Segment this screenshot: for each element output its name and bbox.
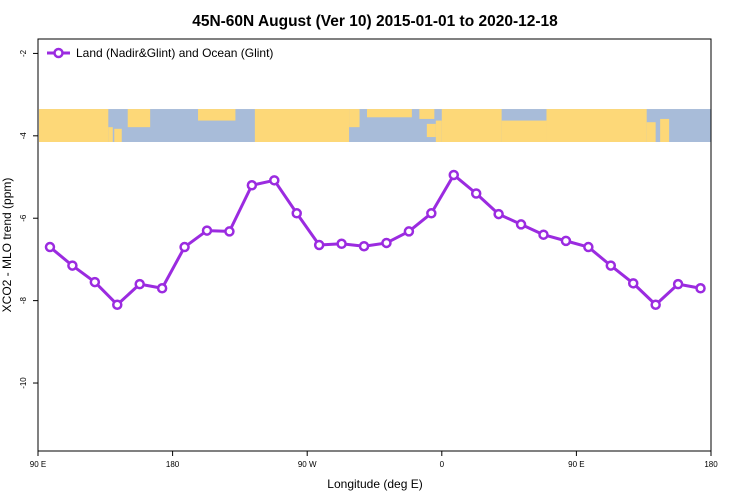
chart-title: 45N-60N August (Ver 10) 2015-01-01 to 20… (192, 13, 558, 30)
legend-label: Land (Nadir&Glint) and Ocean (Glint) (76, 46, 273, 60)
data-point (224, 226, 235, 237)
y-tick-label: -6 (19, 214, 28, 222)
data-point (627, 278, 639, 289)
world-map-band (39, 109, 711, 142)
land-mass (198, 109, 236, 121)
data-point (650, 299, 661, 310)
data-point (246, 180, 258, 191)
x-axis-label: Longitude (deg E) (327, 477, 422, 491)
land-mass (435, 120, 442, 142)
x-tick-label: 180 (166, 460, 180, 469)
x-axis: 90 E 180 90 W 0 90 E 180 (30, 451, 718, 469)
data-point (381, 237, 392, 249)
land-mass (349, 109, 360, 128)
data-point (426, 208, 437, 219)
land-mass (127, 109, 151, 128)
map-land (39, 109, 670, 142)
x-tick-label: 0 (440, 460, 445, 469)
y-tick-label: -4 (19, 132, 28, 140)
data-point (538, 229, 549, 240)
data-point (672, 278, 684, 290)
data-point (313, 239, 325, 251)
series-layer (44, 169, 706, 310)
land-mass (39, 109, 109, 142)
x-tick-label: 90 E (30, 460, 46, 469)
data-point (269, 175, 280, 186)
x-tick-label: 90 W (298, 460, 317, 469)
land-mass (646, 122, 656, 142)
data-point (515, 219, 527, 230)
legend-marker (53, 47, 64, 59)
data-point (358, 240, 370, 252)
y-tick-label: -10 (19, 377, 28, 389)
data-point (448, 169, 460, 181)
data-point (470, 188, 482, 199)
data-point (156, 283, 168, 294)
data-point (179, 241, 190, 253)
data-point (44, 241, 56, 253)
data-point (403, 226, 415, 237)
land-mass (426, 123, 436, 138)
plot-frame (37, 38, 712, 452)
land-mass (660, 118, 670, 142)
land-mass (501, 120, 547, 142)
land-mass (367, 109, 412, 118)
data-point (134, 278, 145, 290)
data-point (112, 299, 123, 310)
y-tick-label: -2 (19, 49, 28, 57)
data-point (605, 260, 617, 271)
land-mass (546, 109, 647, 142)
y-axis-label: XCO2 - MLO trend (ppm) (0, 178, 14, 313)
series-line (49, 173, 701, 307)
x-tick-label: 180 (704, 460, 718, 469)
data-point (695, 283, 706, 294)
data-point (493, 208, 504, 220)
land-mass (254, 109, 350, 142)
data-point (583, 241, 594, 253)
land-mass (108, 127, 113, 142)
data-point (201, 225, 213, 236)
land-mass (419, 109, 435, 119)
y-tick-label: -8 (19, 297, 28, 305)
legend: Land (Nadir&Glint) and Ocean (Glint) (47, 46, 273, 60)
data-point (67, 260, 78, 271)
y-axis: -2 -4 -6 -8 -10 (19, 49, 38, 389)
land-mass (114, 128, 122, 142)
data-point (560, 235, 572, 247)
data-point (89, 276, 101, 288)
land-mass (441, 109, 502, 142)
data-point (291, 208, 302, 219)
x-tick-label: 90 E (568, 460, 584, 469)
data-point (336, 238, 347, 250)
